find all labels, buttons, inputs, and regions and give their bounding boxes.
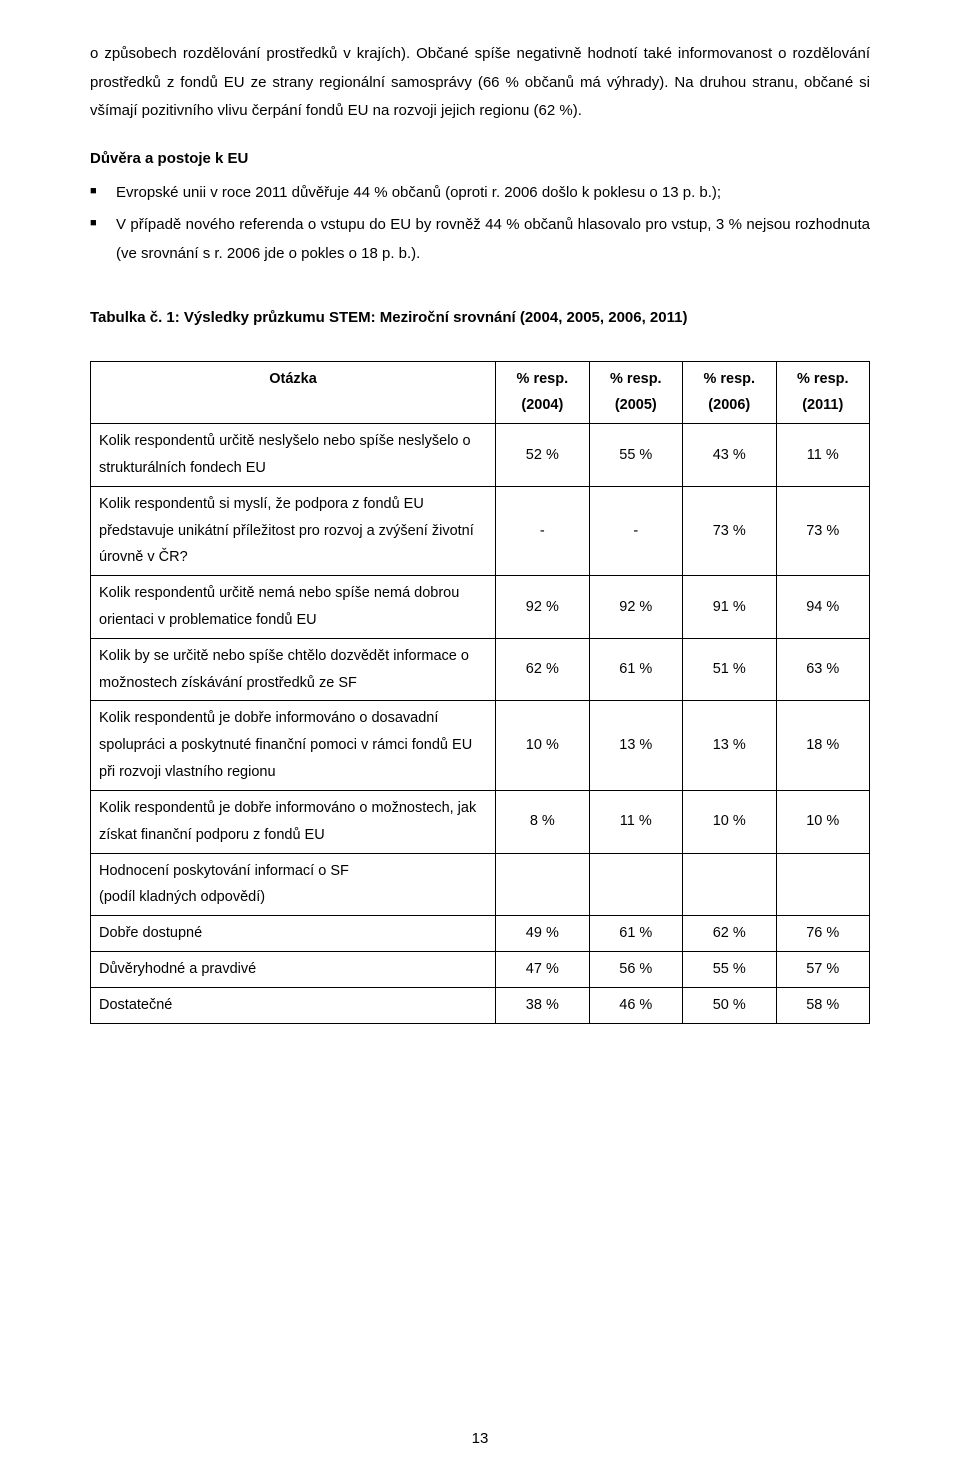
- rating-header-cell: Hodnocení poskytování informací o SF (po…: [91, 853, 496, 916]
- value-cell-empty: [589, 853, 682, 916]
- question-cell: Kolik by se určitě nebo spíše chtělo doz…: [91, 638, 496, 701]
- results-table: Otázka % resp. (2004) % resp. (2005) % r…: [90, 361, 870, 1024]
- rating-header-label: Hodnocení poskytování informací o SF: [99, 858, 487, 885]
- value-cell: 57 %: [776, 951, 870, 987]
- table-row: Důvěryhodné a pravdivé 47 % 56 % 55 % 57…: [91, 951, 870, 987]
- value-cell: 10 %: [496, 701, 589, 790]
- value-cell: 52 %: [496, 424, 589, 487]
- question-cell: Kolik respondentů je dobře informováno o…: [91, 790, 496, 853]
- table-row: Kolik respondentů určitě neslyšelo nebo …: [91, 424, 870, 487]
- column-header-resp: % resp.: [785, 366, 862, 393]
- document-page: o způsobech rozdělování prostředků v kra…: [0, 0, 960, 1477]
- list-item: V případě nového referenda o vstupu do E…: [90, 211, 870, 268]
- value-cell: 51 %: [683, 638, 776, 701]
- table-row: Dostatečné 38 % 46 % 50 % 58 %: [91, 987, 870, 1023]
- value-cell: 73 %: [683, 486, 776, 575]
- question-cell: Kolik respondentů je dobře informováno o…: [91, 701, 496, 790]
- table-caption: Tabulka č. 1: Výsledky průzkumu STEM: Me…: [90, 304, 870, 333]
- value-cell: 10 %: [683, 790, 776, 853]
- value-cell: 92 %: [496, 576, 589, 639]
- value-cell: 43 %: [683, 424, 776, 487]
- column-header-label: Otázka: [99, 366, 487, 393]
- list-item: Evropské unii v roce 2011 důvěřuje 44 % …: [90, 179, 870, 208]
- table-row: Kolik by se určitě nebo spíše chtělo doz…: [91, 638, 870, 701]
- section-heading: Důvěra a postoje k EU: [90, 150, 870, 167]
- bullet-list: Evropské unii v roce 2011 důvěřuje 44 % …: [90, 179, 870, 269]
- column-header-resp: % resp.: [504, 366, 580, 393]
- value-cell: 73 %: [776, 486, 870, 575]
- column-header-year: (2006): [691, 392, 767, 419]
- value-cell: 8 %: [496, 790, 589, 853]
- intro-paragraph: o způsobech rozdělování prostředků v kra…: [90, 40, 870, 126]
- value-cell: 63 %: [776, 638, 870, 701]
- value-cell: 49 %: [496, 916, 589, 952]
- question-cell: Důvěryhodné a pravdivé: [91, 951, 496, 987]
- value-cell: 11 %: [776, 424, 870, 487]
- value-cell: 46 %: [589, 987, 682, 1023]
- table-header-row: Otázka % resp. (2004) % resp. (2005) % r…: [91, 361, 870, 424]
- table-rating-header-row: Hodnocení poskytování informací o SF (po…: [91, 853, 870, 916]
- question-cell: Dobře dostupné: [91, 916, 496, 952]
- value-cell-empty: [776, 853, 870, 916]
- value-cell: 92 %: [589, 576, 682, 639]
- value-cell: 55 %: [589, 424, 682, 487]
- page-number: 13: [0, 1430, 960, 1447]
- column-header-2011: % resp. (2011): [776, 361, 870, 424]
- value-cell: 10 %: [776, 790, 870, 853]
- value-cell: 62 %: [496, 638, 589, 701]
- rating-sub-label: (podíl kladných odpovědí): [99, 884, 487, 911]
- value-cell: 55 %: [683, 951, 776, 987]
- question-cell: Kolik respondentů určitě nemá nebo spíše…: [91, 576, 496, 639]
- column-header-year: (2004): [504, 392, 580, 419]
- question-cell: Kolik respondentů si myslí, že podpora z…: [91, 486, 496, 575]
- value-cell-empty: [496, 853, 589, 916]
- table-row: Dobře dostupné 49 % 61 % 62 % 76 %: [91, 916, 870, 952]
- value-cell: -: [496, 486, 589, 575]
- column-header-2005: % resp. (2005): [589, 361, 682, 424]
- column-header-2006: % resp. (2006): [683, 361, 776, 424]
- value-cell: 94 %: [776, 576, 870, 639]
- value-cell: 47 %: [496, 951, 589, 987]
- column-header-2004: % resp. (2004): [496, 361, 589, 424]
- value-cell: 91 %: [683, 576, 776, 639]
- column-header-year: (2005): [598, 392, 674, 419]
- value-cell: 50 %: [683, 987, 776, 1023]
- question-cell: Kolik respondentů určitě neslyšelo nebo …: [91, 424, 496, 487]
- value-cell: 61 %: [589, 916, 682, 952]
- value-cell: 11 %: [589, 790, 682, 853]
- value-cell: 18 %: [776, 701, 870, 790]
- value-cell: 76 %: [776, 916, 870, 952]
- value-cell: 62 %: [683, 916, 776, 952]
- table-row: Kolik respondentů určitě nemá nebo spíše…: [91, 576, 870, 639]
- question-cell: Dostatečné: [91, 987, 496, 1023]
- value-cell-empty: [683, 853, 776, 916]
- column-header-year: (2011): [785, 392, 862, 419]
- table-row: Kolik respondentů je dobře informováno o…: [91, 701, 870, 790]
- column-header-question: Otázka: [91, 361, 496, 424]
- value-cell: 56 %: [589, 951, 682, 987]
- value-cell: 38 %: [496, 987, 589, 1023]
- value-cell: 61 %: [589, 638, 682, 701]
- value-cell: 58 %: [776, 987, 870, 1023]
- table-row: Kolik respondentů je dobře informováno o…: [91, 790, 870, 853]
- column-header-resp: % resp.: [598, 366, 674, 393]
- column-header-resp: % resp.: [691, 366, 767, 393]
- value-cell: 13 %: [683, 701, 776, 790]
- value-cell: 13 %: [589, 701, 682, 790]
- table-row: Kolik respondentů si myslí, že podpora z…: [91, 486, 870, 575]
- value-cell: -: [589, 486, 682, 575]
